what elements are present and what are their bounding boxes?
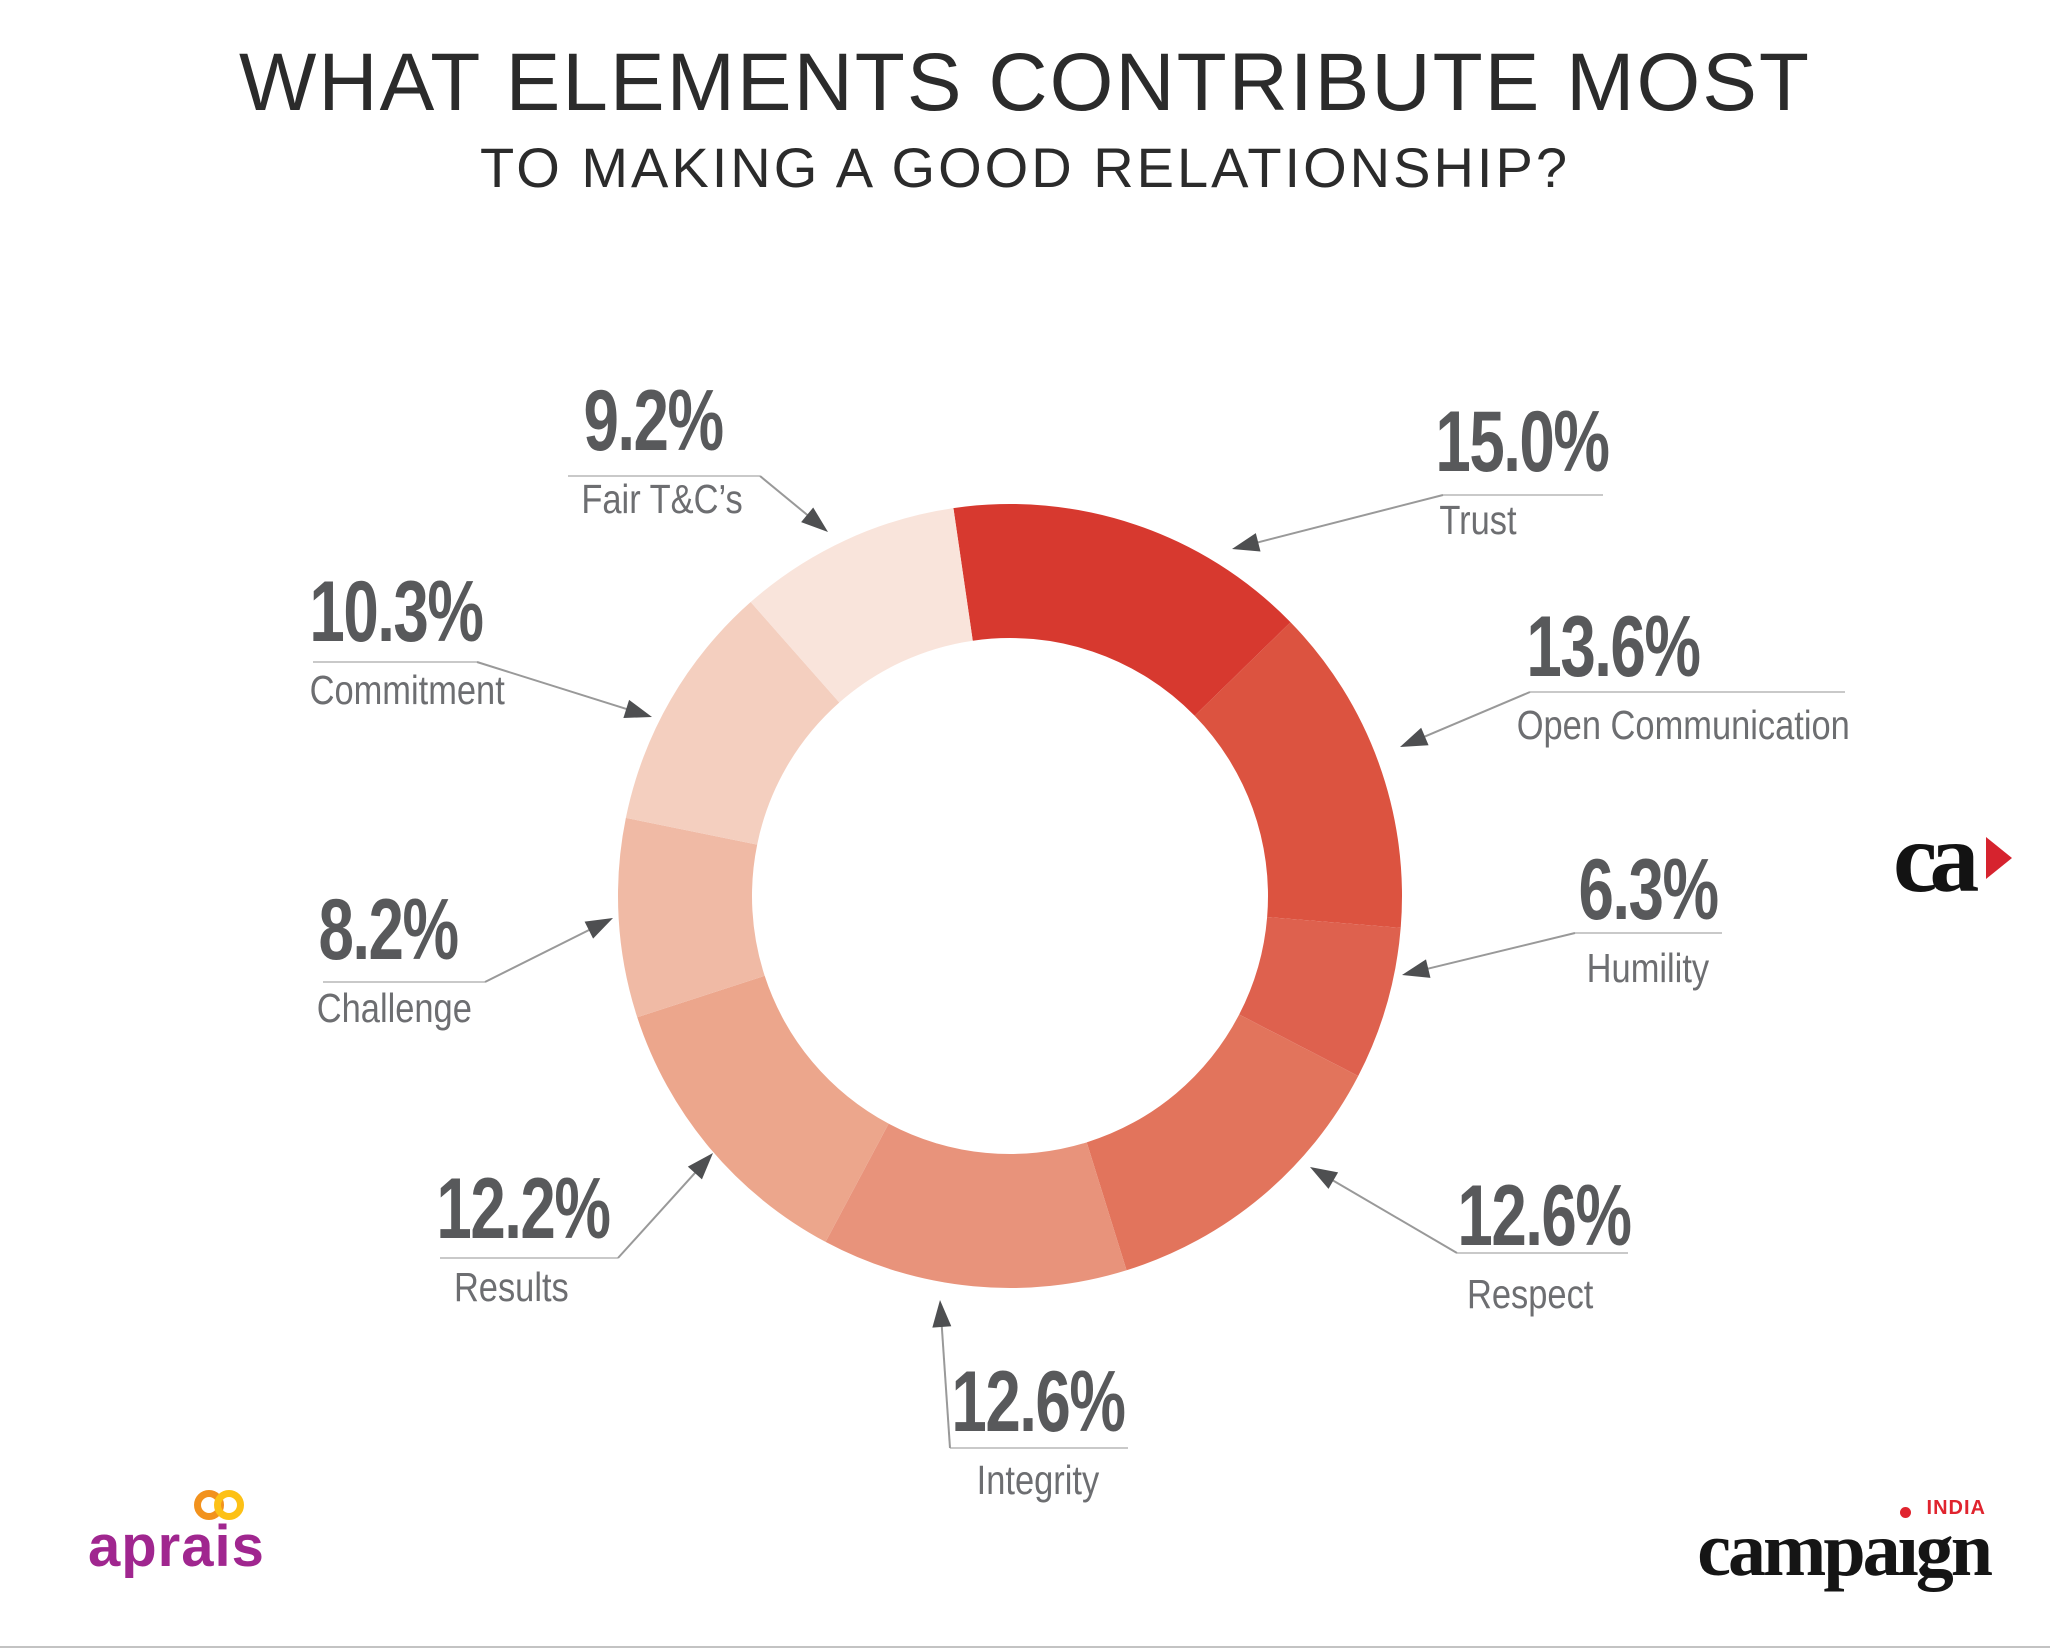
- arrowhead-icon: [623, 699, 652, 718]
- leader-line: [484, 927, 592, 983]
- leader-line: [1421, 691, 1531, 739]
- aprais-logo: aprais: [88, 1488, 348, 1598]
- donut-segment: [1239, 916, 1401, 1077]
- leader-line: [476, 661, 630, 711]
- aprais-ring-right: [214, 1490, 244, 1520]
- donut-segment: [625, 602, 840, 845]
- donut-segment: [1194, 622, 1402, 928]
- title-line-1: WHAT ELEMENTS CONTRIBUTE MOST: [238, 37, 1812, 128]
- chart-title: WHAT ELEMENTS CONTRIBUTE MOST TO MAKING …: [0, 42, 2050, 196]
- arrowhead-icon: [1400, 727, 1429, 747]
- donut-segment: [1086, 1014, 1359, 1271]
- ca-logo: ca: [1893, 808, 2012, 908]
- arrowhead-icon: [1402, 959, 1431, 978]
- leader-line: [1255, 494, 1444, 545]
- aprais-logo-text: aprais: [88, 1514, 265, 1579]
- leader-line: [1425, 932, 1576, 971]
- leader-line: [759, 475, 811, 518]
- donut-segments: [617, 504, 1402, 1288]
- leader-line: [940, 1323, 951, 1449]
- arrowhead-icon: [801, 507, 828, 532]
- leader-line: [1330, 1178, 1458, 1254]
- campaign-india-label: INDIA: [1926, 1497, 1986, 1519]
- arrowhead-icon: [1310, 1167, 1339, 1189]
- title-line-2: TO MAKING A GOOD RELATIONSHIP?: [480, 136, 1570, 199]
- arrowhead-icon: [584, 918, 613, 939]
- donut-segment: [825, 1123, 1127, 1288]
- ca-arrow-icon: [1985, 837, 2012, 879]
- leader-line: [617, 1170, 698, 1259]
- donut-segment: [637, 975, 889, 1242]
- arrowhead-icon: [1232, 533, 1261, 552]
- campaign-india-logo: INDIA campaı gn: [1697, 1497, 1993, 1598]
- leader-lines: [313, 475, 1845, 1449]
- donut-segment: [617, 817, 765, 1018]
- bottom-divider: [0, 1646, 2050, 1648]
- campaign-i-dot: [1899, 1507, 1911, 1518]
- arrowhead-icon: [932, 1300, 952, 1328]
- arrowhead-icon: [687, 1153, 713, 1180]
- aprais-rings-icon: [194, 1488, 264, 1520]
- ca-logo-text: ca: [1893, 802, 1979, 913]
- donut-segment: [750, 508, 973, 703]
- campaign-logo-text: campaı gn: [1697, 1507, 1993, 1592]
- donut-segment: [953, 504, 1291, 716]
